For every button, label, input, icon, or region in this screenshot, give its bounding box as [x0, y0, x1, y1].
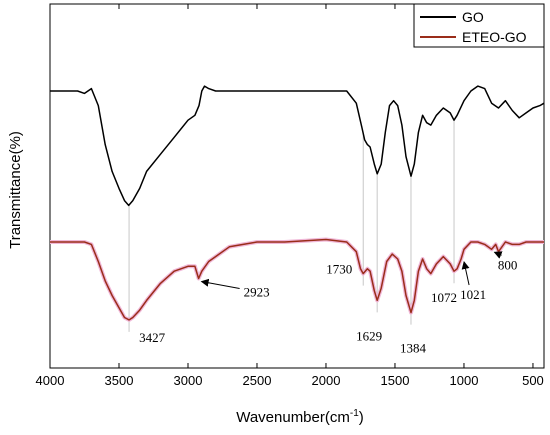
x-tick-label: 1500	[381, 373, 410, 388]
x-axis-ticks: 4000 3500 3000 2500 2000 1500 1000 500	[36, 4, 544, 388]
legend-label-go: GO	[462, 9, 484, 25]
peak-reference-lines	[128, 120, 455, 332]
legend: GO ETEO-GO	[413, 3, 545, 48]
peak-label-1384: 1384	[400, 341, 427, 356]
x-tick-label: 3000	[174, 373, 203, 388]
series-line-go	[50, 85, 545, 207]
peak-label-800: 800	[498, 257, 518, 272]
plot-area	[49, 3, 545, 369]
series-layer	[50, 85, 545, 322]
peak-arrow-800	[493, 251, 503, 259]
peak-arrow-1021	[461, 261, 470, 286]
x-tick-label: 4000	[36, 373, 65, 388]
series-line-eteo-go	[50, 238, 544, 321]
peak-label-3427: 3427	[139, 330, 166, 345]
x-tick-label: 1000	[450, 373, 479, 388]
peak-label-1021: 1021	[460, 287, 486, 302]
peak-arrow-2923	[200, 278, 240, 289]
y-axis-label: Transmittance(%)	[7, 131, 24, 249]
peak-label-1730: 1730	[326, 262, 352, 277]
x-tick-label: 3500	[105, 373, 134, 388]
peak-annotations: 3427 2923 1730 1629 1384 1072 1021 800	[139, 251, 518, 356]
peak-label-1629: 1629	[356, 328, 382, 343]
x-tick-label: 500	[522, 373, 544, 388]
x-tick-label: 2500	[243, 373, 272, 388]
peak-label-1072: 1072	[431, 290, 457, 305]
x-axis-label: Wavenumber(cm-1)	[236, 408, 364, 426]
peak-label-2923: 2923	[244, 284, 270, 299]
legend-box	[413, 3, 545, 48]
legend-label-eteo-go: ETEO-GO	[462, 29, 527, 45]
x-tick-label: 2000	[312, 373, 341, 388]
